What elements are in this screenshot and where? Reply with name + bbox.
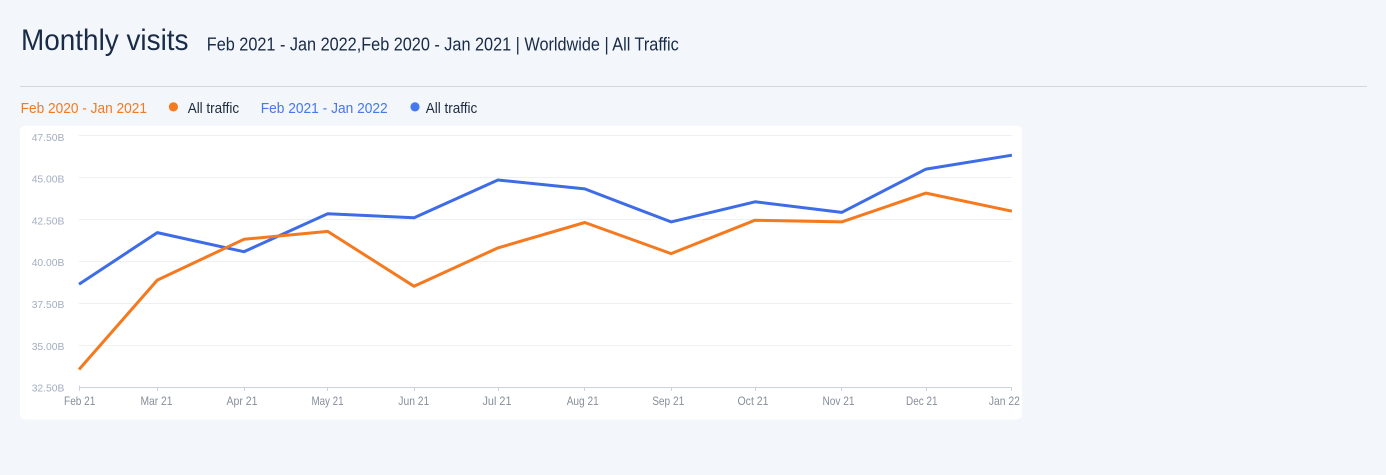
svg-text:Dec 21: Dec 21 bbox=[906, 394, 938, 408]
svg-text:Feb 2020 - Jan 2021: Feb 2020 - Jan 2021 bbox=[21, 100, 147, 117]
svg-text:35.00B: 35.00B bbox=[32, 341, 65, 353]
svg-text:47.50B: 47.50B bbox=[32, 132, 65, 144]
svg-text:Jul 21: Jul 21 bbox=[483, 394, 512, 408]
svg-text:Feb 21: Feb 21 bbox=[64, 394, 96, 408]
svg-text:45.00B: 45.00B bbox=[32, 174, 65, 186]
svg-text:All traffic: All traffic bbox=[426, 100, 478, 117]
svg-text:Monthly visits: Monthly visits bbox=[21, 24, 189, 57]
svg-text:Feb 2021 - Jan 2022: Feb 2021 - Jan 2022 bbox=[261, 100, 388, 117]
svg-text:37.50B: 37.50B bbox=[32, 299, 65, 311]
svg-text:42.50B: 42.50B bbox=[32, 215, 65, 227]
svg-text:Nov 21: Nov 21 bbox=[823, 394, 855, 408]
svg-text:Aug 21: Aug 21 bbox=[567, 394, 599, 408]
svg-text:32.50B: 32.50B bbox=[32, 383, 65, 395]
svg-text:Oct 21: Oct 21 bbox=[738, 394, 769, 408]
svg-text:40.00B: 40.00B bbox=[32, 257, 65, 269]
svg-text:Sep 21: Sep 21 bbox=[652, 394, 684, 408]
svg-text:Apr 21: Apr 21 bbox=[227, 394, 258, 408]
svg-text:Mar 21: Mar 21 bbox=[141, 394, 173, 408]
svg-text:Jun 21: Jun 21 bbox=[398, 394, 429, 408]
svg-text:All traffic: All traffic bbox=[188, 100, 240, 117]
svg-text:Feb 2021 - Jan 2022,Feb 2020 -: Feb 2021 - Jan 2022,Feb 2020 - Jan 2021 … bbox=[207, 34, 679, 54]
svg-text:Jan 22: Jan 22 bbox=[989, 394, 1020, 408]
svg-text:May 21: May 21 bbox=[312, 394, 344, 408]
